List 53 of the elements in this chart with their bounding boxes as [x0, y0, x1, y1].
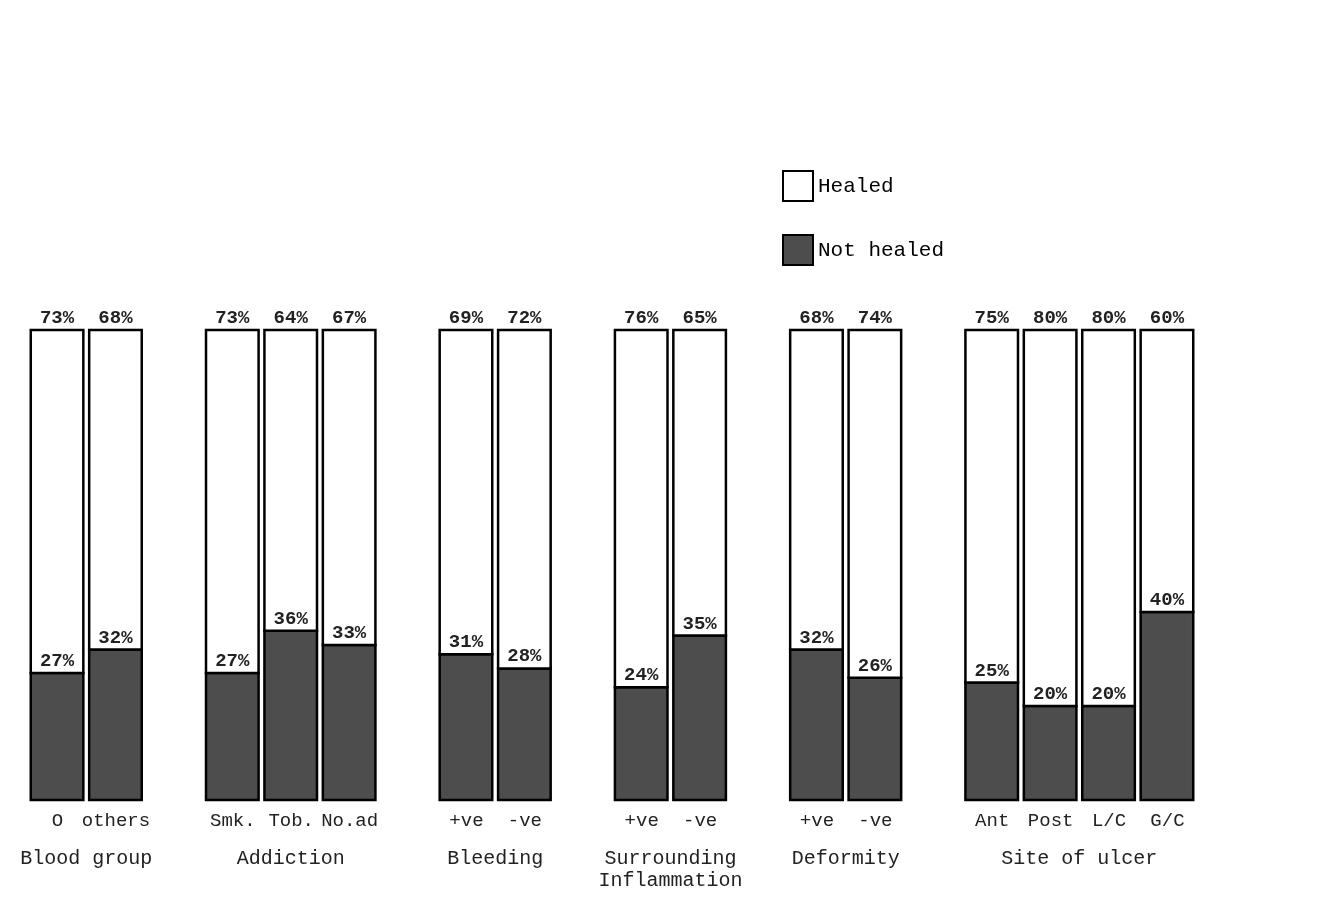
- data-label: 25%: [974, 659, 1010, 682]
- x-tick-label: -ve: [683, 809, 718, 832]
- x-tick-label: Tob.: [268, 809, 315, 832]
- legend-label: Not healed: [818, 239, 945, 262]
- x-tick-label: Ant: [975, 809, 1010, 832]
- x-tick-label: -ve: [507, 809, 542, 832]
- x-tick-label: others: [81, 809, 151, 832]
- data-label: 20%: [1091, 683, 1127, 705]
- x-tick-label: -ve: [858, 809, 893, 832]
- data-label: 40%: [1149, 589, 1185, 611]
- text: Surrounding Inflammation: [598, 847, 743, 892]
- text: Deformity: [791, 847, 900, 870]
- x-tick-label: No.ad: [321, 809, 379, 832]
- text: Addiction: [236, 847, 345, 870]
- data-label: 72%: [507, 307, 543, 329]
- x-tick-label: G/C: [1150, 809, 1185, 832]
- x-tick-label: L/C: [1091, 809, 1127, 832]
- data-label: 24%: [624, 664, 659, 687]
- data-label: 64%: [273, 307, 309, 329]
- data-label: 27%: [39, 650, 75, 673]
- data-label: 74%: [857, 307, 893, 329]
- data-label: 36%: [273, 607, 309, 630]
- text: Site of ulcer: [1001, 847, 1158, 870]
- data-label: 80%: [1033, 307, 1068, 329]
- data-label: 73%: [215, 307, 250, 329]
- x-tick-label: O: [51, 809, 64, 832]
- data-label: 68%: [799, 307, 835, 329]
- x-tick-label: +ve: [449, 809, 484, 832]
- legend-label: Healed: [818, 175, 894, 198]
- data-label: 76%: [624, 307, 659, 329]
- data-label: 28%: [507, 645, 543, 668]
- data-label: 68%: [98, 307, 134, 329]
- data-label: 73%: [39, 307, 75, 329]
- data-label: 20%: [1033, 683, 1068, 705]
- x-tick-label: +ve: [799, 809, 835, 832]
- data-label: 33%: [332, 621, 367, 644]
- data-label: 69%: [448, 307, 484, 329]
- data-label: 35%: [682, 612, 718, 635]
- data-label: 31%: [448, 631, 484, 654]
- data-label: 26%: [857, 654, 893, 677]
- data-label: 32%: [98, 626, 134, 649]
- text: Bleeding: [447, 847, 544, 870]
- x-tick-label: +ve: [624, 809, 659, 832]
- data-label: 75%: [974, 307, 1010, 329]
- data-label: 67%: [332, 307, 367, 329]
- data-label: 60%: [1149, 307, 1185, 329]
- data-label: 65%: [682, 307, 718, 329]
- data-label: 27%: [215, 650, 250, 673]
- data-label: 32%: [799, 626, 835, 649]
- text: Blood group: [20, 847, 153, 870]
- x-tick-label: Smk.: [209, 809, 256, 832]
- data-label: 80%: [1091, 307, 1127, 329]
- x-tick-label: Post: [1027, 809, 1074, 832]
